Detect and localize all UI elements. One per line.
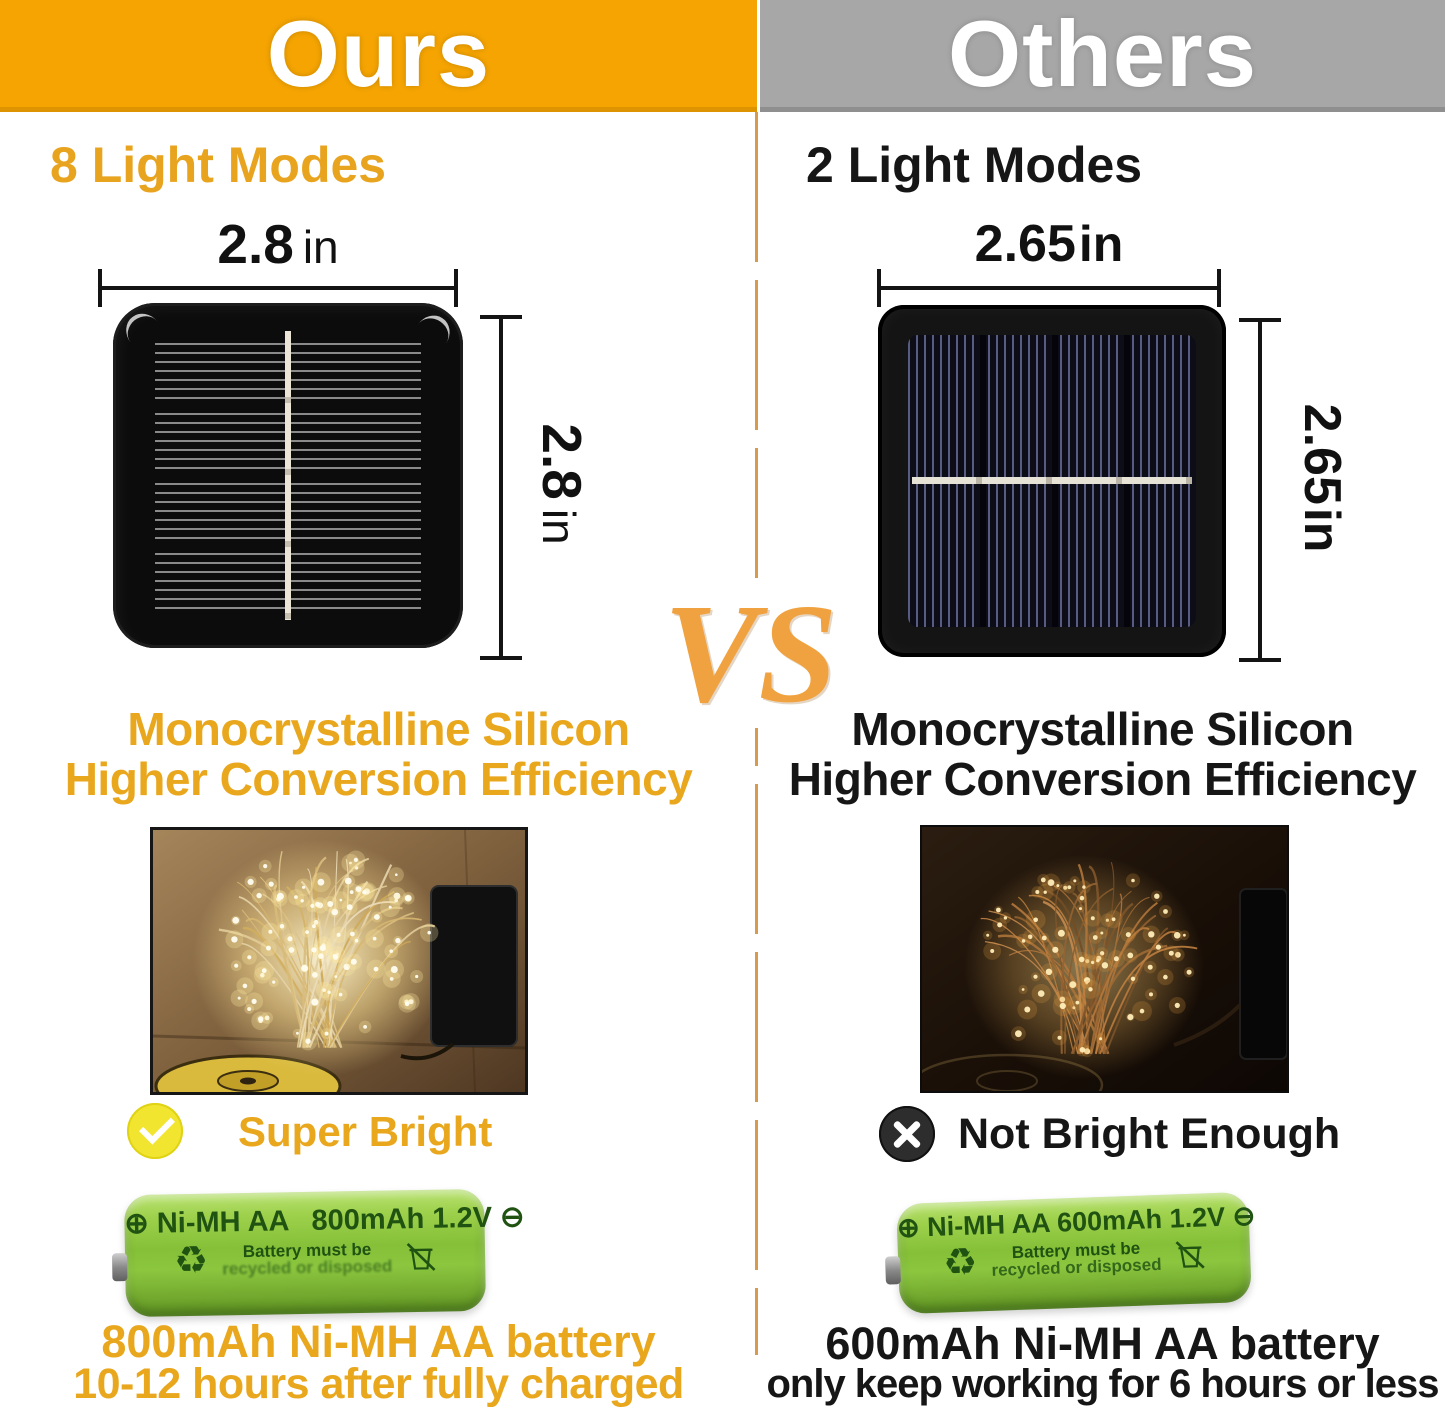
ours-light-modes-label: 8 Light Modes [50,137,387,193]
others-caption-line1: 600mAh Ni-MH AA battery [825,1318,1380,1369]
light-spool [922,1053,1104,1091]
ours-width-value: 2.8 [217,213,294,275]
ours-solar-panel-photo [113,303,463,648]
minus-symbol: ⊖ [499,1201,525,1234]
recycle-icon: ♻ [942,1241,979,1285]
ours-height-dimension-line [480,315,522,660]
copper-wire-bundle [980,862,1198,1055]
ours-caption-line2: 10-12 hours after fully charged [73,1360,684,1408]
battery-print: ⊕ Ni-MH AA 800mAh 1.2V ⊖ ♻ Battery must … [124,1201,525,1283]
ours-height-unit: in [533,508,585,545]
battery-voltage: 1.2V [1169,1201,1226,1234]
battery-warning: ♻ Battery must be recycled or disposed [125,1237,486,1283]
battery-chemistry: Ni-MH [156,1206,241,1240]
others-width-dimension-label: 2.65in [877,214,1221,274]
plus-symbol: ⊕ [896,1212,921,1244]
plus-symbol: ⊕ [124,1207,150,1241]
battery-size: AA [1011,1207,1051,1240]
ours-string-lights-photo [150,827,528,1095]
ours-width-dimension-line [98,269,458,307]
others-width-value: 2.65 [974,215,1076,273]
battery-box [400,885,518,1061]
others-height-value: 2.65 [1293,403,1351,505]
others-light-modes-label: 2 Light Modes [806,137,1143,193]
others-battery-image: ⊕ Ni-MH AA 600mAh 1.2V ⊖ ♻ Battery must … [885,1191,1256,1315]
ours-brightness-label: Super Bright [238,1108,493,1155]
string-lights-image [153,830,525,1092]
cross-icon [879,1106,935,1162]
battery-print: ⊕ Ni-MH AA 600mAh 1.2V ⊖ ♻ Battery must … [896,1201,1256,1285]
ours-header-bar: Ours [0,0,757,112]
others-solar-panel-photo [878,305,1226,657]
battery-note-line2: recycled or disposed [222,1256,393,1279]
battery-size: AA [247,1205,290,1238]
crossed-bin-icon [1175,1241,1205,1270]
battery-capacity: 800mAh [311,1202,425,1237]
battery-voltage: 1.2V [432,1201,493,1235]
solar-panel-busbar [285,331,291,620]
others-height-dimension-line [1239,318,1281,662]
others-string-lights-photo [920,825,1289,1093]
vs-label: VS [648,574,853,732]
others-width-dimension-line [877,269,1221,307]
others-width-unit: in [1078,216,1124,272]
ours-width-unit: in [302,221,339,273]
battery-chemistry: Ni-MH [926,1209,1006,1243]
others-header-bar: Others [760,0,1445,112]
ours-caption-line1: 800mAh Ni-MH AA battery [101,1316,656,1367]
solar-panel-busbar [912,477,1192,484]
others-brightness-label: Not Bright Enough [958,1110,1341,1158]
solar-cell-area [908,335,1196,627]
led-light-dots [225,850,439,1051]
check-icon [127,1103,183,1159]
others-header-label: Others [948,0,1257,106]
string-lights-image [922,827,1287,1091]
others-feature-line2: Higher Conversion Efficiency [788,753,1417,805]
battery-warning: ♻ Battery must be recycled or disposed [898,1234,1251,1285]
led-light-dots [983,873,1195,1058]
light-glow [964,855,1204,1079]
battery-box [1173,888,1287,1060]
copper-wire-bundle [218,851,436,1049]
ours-feature-line2: Higher Conversion Efficiency [64,753,693,805]
battery-capacity: 600mAh [1056,1203,1163,1238]
battery-spec-line: ⊕ Ni-MH AA 800mAh 1.2V ⊖ [124,1201,525,1241]
ours-height-dimension-label: 2.8 in [530,374,594,594]
minus-symbol: ⊖ [1232,1200,1256,1232]
battery-note-line2: recycled or disposed [991,1255,1162,1281]
crossed-bin-icon [406,1243,436,1272]
ours-feature-line1: Monocrystalline Silicon [127,703,630,755]
others-height-unit: in [1294,507,1350,553]
others-caption-line2: only keep working for 6 hours or less [766,1362,1439,1406]
recycle-icon: ♻ [173,1240,209,1283]
ours-battery-image: ⊕ Ni-MH AA 800mAh 1.2V ⊖ ♻ Battery must … [111,1188,525,1318]
others-height-dimension-label: 2.65in [1292,368,1352,588]
ours-height-value: 2.8 [531,423,593,500]
others-feature-line1: Monocrystalline Silicon [851,703,1354,755]
ours-width-dimension-label: 2.8 in [98,212,458,276]
dashed-divider-line [755,112,758,1355]
ours-header-label: Ours [266,0,491,106]
